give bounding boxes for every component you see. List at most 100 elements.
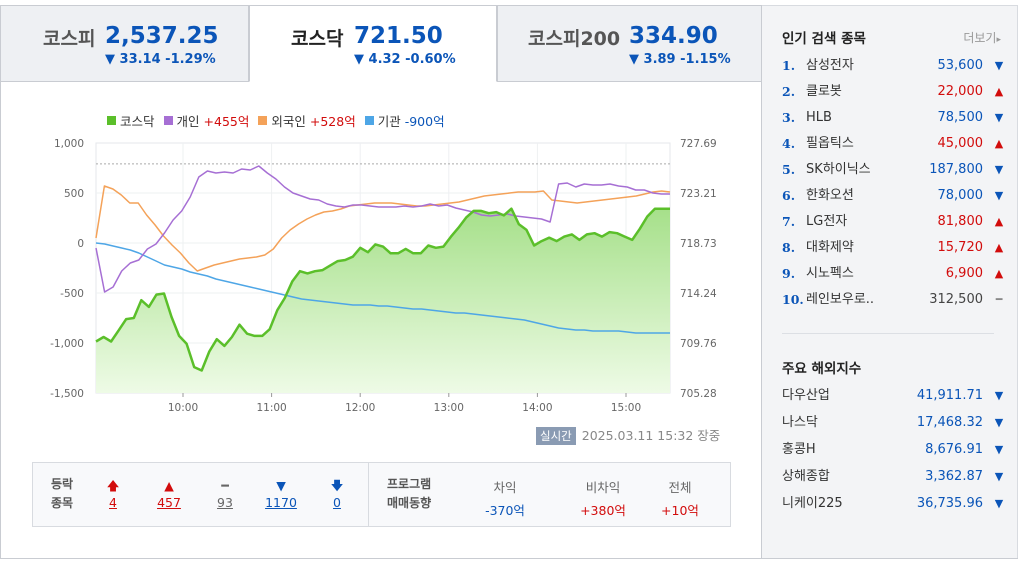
popular-item[interactable]: 7. LG전자 81,800 ▲ [782,212,1007,238]
world-index-name[interactable]: 다우산업 [782,388,830,403]
popular-price: 78,000 [937,188,984,203]
popular-name[interactable]: 필옵틱스 [806,136,854,151]
tab-kosdaq[interactable]: 코스닥 721.50 ▼ 4.32 -0.60% [249,5,497,82]
legend-kosdaq-label: 코스닥 [120,114,155,129]
breadth-unchanged: ━ 93 [205,476,245,510]
world-index-item[interactable]: 홍콩H 8,676.91 ▼ [782,440,1007,464]
more-caret-icon: ▸ [996,35,1001,45]
popular-name[interactable]: 클로봇 [806,84,842,99]
left-axis-tick: 0 [77,238,84,250]
popular-rank: 7. [782,214,796,229]
breadth-lower-limit: 🡇 0 [317,476,357,510]
legend-foreign[interactable]: 외국인 +528억 [258,111,356,130]
breadth-label-line1: 등락 [51,477,74,491]
legend-institution[interactable]: 기관 -900억 [364,111,445,130]
popular-price: 187,800 [929,162,983,177]
world-index-item[interactable]: 다우산업 41,911.71 ▼ [782,386,1007,410]
realtime-badge: 실시간 [536,427,576,445]
right-axis-tick: 705.28 [680,388,717,400]
popular-price: 6,900 [945,266,983,281]
legend-individual-value: +455억 [203,114,250,129]
world-title: 주요 해외지수 [782,361,862,377]
program-nonarbitrage: 비차익 +380억 [558,477,648,519]
breadth-decline: ▼ 1170 [261,476,301,510]
decline-icon: ▼ [276,478,286,493]
kosdaq-area-fill [96,208,670,393]
up-arrow-icon: ▲ [994,137,1004,150]
individual-series [95,165,670,293]
world-index-item[interactable]: 니케이225 36,735.96 ▼ [782,494,1007,518]
world-index-item[interactable]: 상해종합 3,362.87 ▼ [782,467,1007,491]
world-index-name[interactable]: 니케이225 [782,496,843,511]
popular-item[interactable]: 1. 삼성전자 53,600 ▼ [782,56,1007,82]
popular-name[interactable]: LG전자 [806,214,848,229]
breadth-count[interactable]: 0 [333,495,341,510]
legend-institution-swatch [364,116,374,125]
popular-name[interactable]: HLB [806,110,832,125]
program-label: 프로그램 매매동향 [387,475,431,513]
breadth-count[interactable]: 457 [157,495,181,510]
tab-kospi200-value: 334.90 [629,23,718,49]
popular-item[interactable]: 2. 클로봇 22,000 ▲ [782,82,1007,108]
popular-name[interactable]: 대화제약 [806,240,854,255]
timestamp-area: 실시간 2025.03.11 15:32 장중 [536,425,720,445]
breadth-count[interactable]: 4 [109,495,117,510]
right-axis-tick: 709.76 [680,338,717,350]
popular-name[interactable]: 삼성전자 [806,58,854,73]
legend-foreign-label: 외국인 [271,114,306,129]
x-axis-tick: 14:00 [522,402,552,414]
up-arrow-icon: ▲ [994,215,1004,228]
more-link-label: 더보기 [963,31,997,45]
legend-kosdaq[interactable]: 코스닥 [107,111,155,130]
popular-item[interactable]: 6. 한화오션 78,000 ▼ [782,186,1007,212]
program-arbitrage-value: -370억 [485,503,525,518]
program-label-line1: 프로그램 [387,477,432,491]
popular-item[interactable]: 3. HLB 78,500 ▼ [782,108,1007,134]
popular-title: 인기 검색 종목 [782,31,866,47]
popular-price: 53,600 [937,58,984,73]
panel-divider [782,333,994,334]
tab-kospi200[interactable]: 코스피200 334.90 ▼ 3.89 -1.15% [497,5,762,82]
legend-institution-value: -900억 [404,114,445,129]
more-link[interactable]: 더보기▸ [963,29,1001,46]
lower-limit-icon: 🡇 [330,478,344,493]
popular-name[interactable]: 한화오션 [806,188,854,203]
left-axis-tick: -1,500 [50,388,84,400]
upper-limit-icon: 🡅 [106,478,120,493]
popular-item[interactable]: 4. 필옵틱스 45,000 ▲ [782,134,1007,160]
breadth-box: 등락 종목 🡅 4 ▲ 457 ━ 93 ▼ 1170 🡇 0 프로그램 매매동향 차익 -370… [32,462,731,527]
intraday-chart: 1,000 727.69 500 723.21 0 718.73 -500 714.24 -1,… [50,138,717,414]
world-index-name[interactable]: 나스닥 [782,415,818,430]
popular-item[interactable]: 8. 대화제약 15,720 ▲ [782,238,1007,264]
popular-price: 15,720 [937,240,984,255]
tab-kospi-value: 2,537.25 [105,23,219,49]
breadth-count[interactable]: 93 [217,495,233,510]
down-arrow-icon: ▼ [994,111,1004,124]
legend-individual[interactable]: 개인 +455억 [163,111,250,130]
world-index-name[interactable]: 상해종합 [782,469,830,484]
world-index-name[interactable]: 홍콩H [782,442,816,457]
popular-rank: 3. [782,110,796,125]
popular-item[interactable]: 5. SK하이닉스 187,800 ▼ [782,160,1007,186]
down-arrow-icon: ▼ [994,163,1004,176]
down-arrow-icon: ▼ [994,416,1004,429]
popular-name[interactable]: 레인보우로.. [806,292,875,307]
popular-rank: 5. [782,162,796,177]
popular-rank: 6. [782,188,796,203]
down-arrow-icon: ▼ [994,470,1004,483]
kosdaq-index-series [95,207,670,372]
down-arrow-icon: ▼ [994,59,1004,72]
popular-item[interactable]: 10. 레인보우로.. 312,500 ━ [782,290,1007,316]
popular-name[interactable]: SK하이닉스 [806,162,871,177]
world-index-item[interactable]: 나스닥 17,468.32 ▼ [782,413,1007,437]
breadth-count[interactable]: 1170 [265,495,297,510]
up-arrow-icon: ▲ [994,85,1004,98]
popular-item[interactable]: 9. 시노펙스 6,900 ▲ [782,264,1007,290]
breadth-advance: ▲ 457 [149,476,189,510]
tab-kospi[interactable]: 코스피 2,537.25 ▼ 33.14 -1.29% [0,5,249,82]
down-arrow-icon: ▼ [994,189,1004,202]
program-nonarbitrage-header: 비차익 [585,480,621,495]
popular-name[interactable]: 시노펙스 [806,266,854,281]
x-axis-tick: 12:00 [345,402,375,414]
right-axis-tick: 718.73 [680,238,717,250]
